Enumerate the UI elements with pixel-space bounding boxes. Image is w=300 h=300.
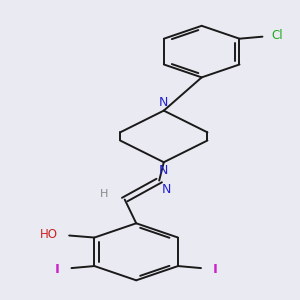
Text: N: N [159, 164, 169, 177]
Text: Cl: Cl [272, 29, 283, 42]
Text: N: N [161, 183, 171, 196]
Text: I: I [55, 263, 60, 276]
Text: I: I [212, 263, 217, 276]
Text: N: N [159, 96, 169, 109]
Text: H: H [100, 189, 108, 199]
Text: HO: HO [40, 228, 58, 241]
